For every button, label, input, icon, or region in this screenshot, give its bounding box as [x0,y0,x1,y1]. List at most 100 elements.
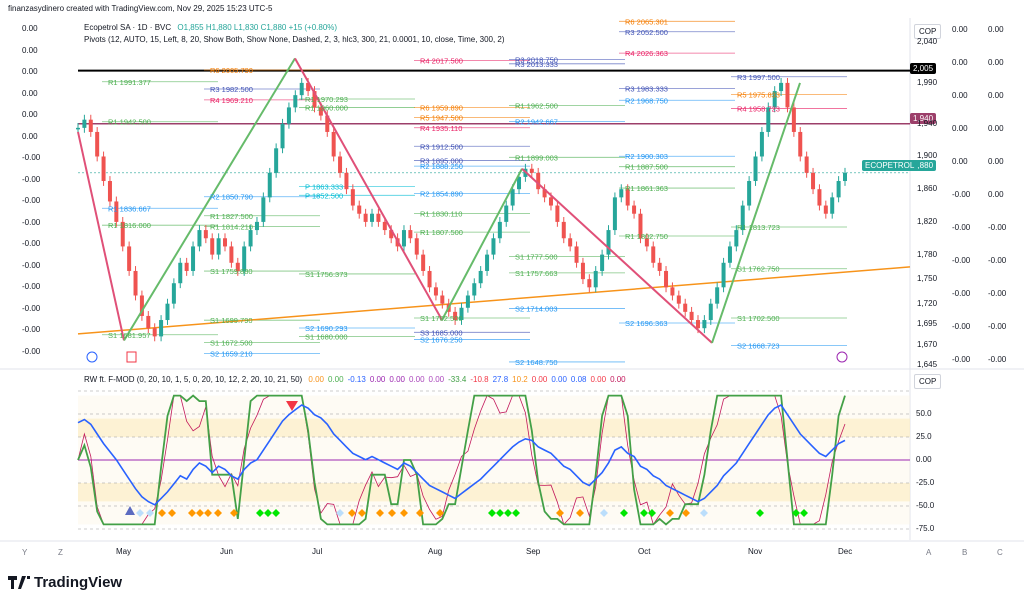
pivot-label: R1 1970.293 [305,95,348,104]
pivot-label: P 1863.333 [305,182,343,191]
symbol-legend[interactable]: Ecopetrol SA · 1D · BVC O1,855 H1,880 L1… [84,23,337,32]
corner-button-y[interactable]: Y [22,548,28,557]
candle-body [478,270,483,284]
pivot-label: P 1852.500 [305,191,343,200]
candle-body [401,230,406,247]
osc-legend-value: -0.13 [347,375,366,384]
corner-button-b[interactable]: B [962,548,968,557]
support-trendline [77,266,911,335]
chart-background [0,18,1024,542]
tradingview-logo[interactable]: TradingView [8,574,122,591]
candle-body [433,287,438,296]
osc-signal-diamond [196,509,204,517]
zero-value-label: 0.00 [988,25,1004,34]
pivot-label: R4 1935.110 [420,124,462,133]
candle-body [472,283,477,296]
candle-body [632,205,637,214]
pivot-label: R6 2005.790 [210,66,253,75]
oscillator-panel [77,390,910,530]
pivot-label: R1 1861.363 [625,184,668,193]
pivots-legend[interactable]: Pivots (12, AUTO, 15, Left, 8, 20, Show … [84,35,505,44]
zigzag-segment [441,168,523,321]
osc-signal-diamond [556,509,564,517]
pivot-label: S3 1685.000 [420,328,463,337]
zero-value-label: 0.00 [988,157,1004,166]
osc-signal-diamond [256,509,264,517]
candle-body [274,148,279,173]
pivot-label: R1 1836.667 [108,204,151,213]
zero-value-label: -0.00 [952,355,971,364]
pivot-label: S2 1714.003 [515,305,558,314]
corner-button-z[interactable]: Z [58,548,63,557]
osc-signal-diamond [700,509,708,517]
osc-signal-diamond [264,509,272,517]
trendlines [77,266,911,335]
oscillator-legend[interactable]: RW ft. F-MOD (0, 20, 10, 1, 5, 0, 20, 10… [84,375,626,384]
last-price-tag: 1,880 [910,160,937,171]
pivot-label: R3 1982.500 [210,85,253,94]
candle-body [587,279,592,288]
pivot-label: R1 1827.500 [210,212,253,221]
pivot-label: R4 1958.723 [737,104,780,113]
pivot-label: R3 2052.500 [625,28,668,37]
price-tick: 2,040 [917,37,938,46]
currency-label[interactable]: COP [914,24,942,39]
osc-legend-value: -33.4 [448,375,467,384]
pivot-label: R1 1960.000 [305,103,348,112]
osc-signal-diamond [648,509,656,517]
candle-body [414,238,419,255]
candle-body [459,307,464,321]
candle-body [76,127,80,130]
pivot-label: S2 1648.750 [515,358,558,367]
candle-body [574,246,579,263]
candle-body [427,270,432,288]
ohlc-values: O1,855 H1,880 L1,830 C1,880 +15 (+0.80%) [177,23,338,32]
oscillator-currency-label[interactable]: COP [914,374,942,389]
osc-buy-triangle [125,506,135,515]
osc-signal-diamond [358,509,366,517]
candle-body [318,107,323,116]
pivot-label: R3 1895.000 [420,157,463,166]
osc-tick: 50.0 [916,409,932,418]
zero-value-label: -0.00 [988,322,1007,331]
candle-body [338,156,343,173]
corner-button-a[interactable]: A [926,548,932,557]
osc-signal-diamond [682,509,690,517]
osc-legend-value: 27.8 [492,375,509,384]
candle-body [689,311,694,321]
pivot-label: R1 1802.750 [625,232,668,241]
candle-body [101,156,106,182]
pivot-label: R6 1959.890 [420,104,463,113]
price-tick: 1,860 [917,184,938,194]
pivot-label: R1 1942.500 [108,118,151,127]
osc-signal-diamond [188,509,196,517]
candle-body [344,172,349,190]
candle-body [363,213,368,222]
osc-signal-diamond [348,509,356,517]
candle-body [510,189,515,206]
candle-body [785,82,790,108]
candle-body [254,221,259,231]
time-tick: Jun [220,547,233,556]
osc-signal-diamond [230,509,238,517]
candle-body [127,246,132,271]
candle-body [555,205,560,222]
pivot-label: R2 1942.667 [515,118,558,127]
pivot-label: R1 1816.000 [108,221,151,230]
pivot-label: S2 1668.723 [737,342,780,351]
candle-body [299,82,304,96]
osc-signal-diamond [504,509,512,517]
candle-body [229,246,234,263]
candle-body [791,107,796,132]
osc-signal-diamond [336,509,344,517]
candle-body [830,197,835,214]
candle-body [178,262,183,284]
candle-body [676,295,681,304]
pivot-label: S1 1762.750 [737,265,780,274]
candle-body [293,95,298,108]
corner-button-c[interactable]: C [997,548,1003,557]
candle-body [625,189,630,206]
candle-body [529,168,534,173]
level-tag-magenta: 1,940 [910,113,937,124]
